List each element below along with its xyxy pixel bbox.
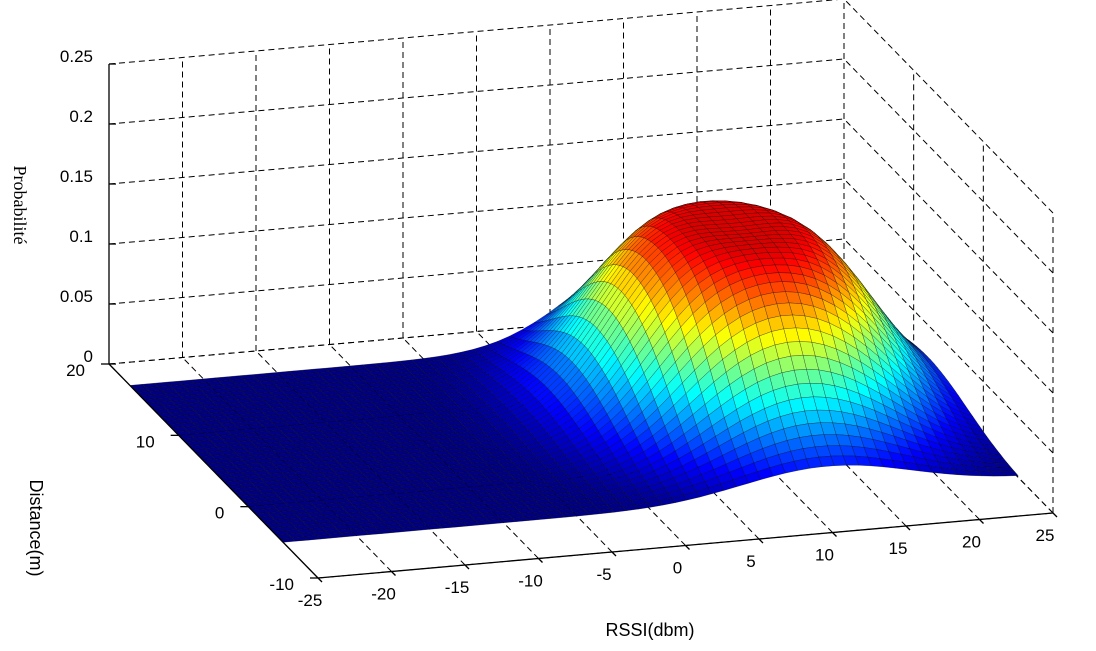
- x-tick-label: 5: [746, 552, 755, 571]
- z-tick-label: 0.15: [60, 167, 93, 186]
- y-tick-label: 20: [66, 361, 85, 380]
- x-tick-label: 20: [962, 533, 981, 552]
- x-tick-label: 15: [889, 539, 908, 558]
- z-axis-label: Probabilité: [10, 166, 30, 245]
- x-tick-label: 10: [815, 546, 834, 565]
- side-wall-gridline: [843, 58, 1054, 274]
- axis-layer: -25 -20 -15 -10 -5 0 5 10 15 20 25-100102000.050.1…: [60, 47, 1058, 610]
- x-tick-label: 25: [1036, 526, 1055, 545]
- x-axis-label: RSSI(dbm): [605, 620, 694, 640]
- y-tick-label: 0: [215, 504, 224, 523]
- z-tick-label: 0.25: [60, 47, 93, 66]
- x-tick-label: -25: [298, 591, 323, 610]
- x-tick-mark: [317, 577, 323, 583]
- x-tick-mark: [1052, 512, 1058, 518]
- z-tick-label: 0.1: [69, 227, 93, 246]
- back-wall-gridline: [108, 118, 845, 185]
- z-tick-label: 0: [84, 347, 93, 366]
- x-tick-mark: [979, 519, 984, 524]
- back-wall-gridline: [108, 58, 845, 125]
- x-tick-mark: [685, 545, 690, 550]
- z-tick-label: 0.05: [60, 287, 93, 306]
- y-tick-label: -10: [269, 575, 294, 594]
- x-tick-label: -20: [371, 585, 396, 604]
- x-tick-label: -15: [445, 578, 470, 597]
- x-tick-mark: [464, 564, 470, 570]
- x-tick-mark: [538, 558, 543, 563]
- z-tick-label: 0.2: [69, 107, 93, 126]
- surface-patch: [1002, 471, 1019, 477]
- surface-plot: [129, 200, 1019, 543]
- x-tick-mark: [905, 525, 911, 531]
- x-tick-label: 0: [673, 559, 682, 578]
- x-tick-label: -5: [596, 565, 611, 584]
- distance-axis-label: Distance(m): [26, 479, 46, 576]
- x-tick-label: -10: [518, 572, 543, 591]
- x-tick-mark: [391, 571, 396, 576]
- back-wall-gridline: [108, 178, 845, 245]
- grid-layer: [108, 0, 1054, 579]
- side-wall-gridline: [843, 118, 1054, 334]
- y-tick-label: 10: [136, 432, 155, 451]
- y-axis-line: [108, 363, 319, 579]
- x-tick-mark: [611, 551, 617, 557]
- x-tick-mark: [758, 538, 764, 544]
- side-wall-gridline: [844, 0, 1054, 214]
- back-wall-gridline: [108, 0, 839, 65]
- x-tick-mark: [832, 532, 837, 537]
